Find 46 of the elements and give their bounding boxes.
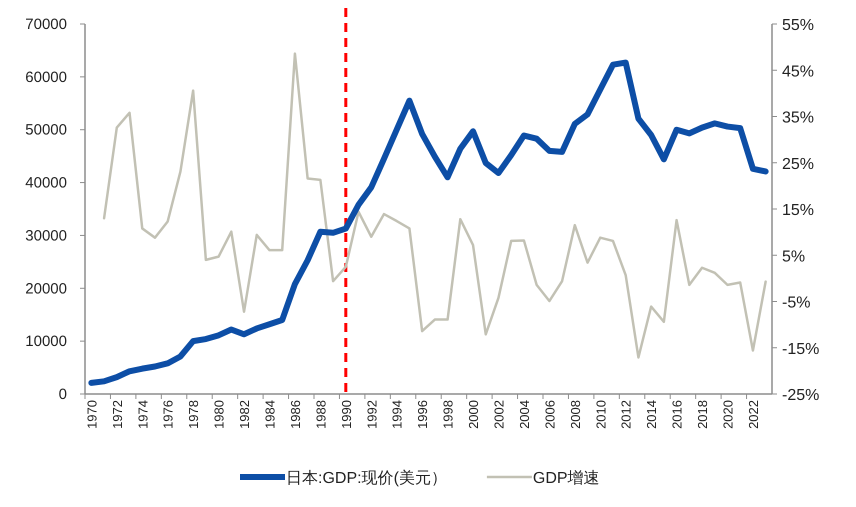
- y2-tick-label: 25%: [782, 156, 814, 173]
- x-tick-label: 1998: [440, 400, 456, 429]
- x-tick-label: 2012: [618, 400, 634, 429]
- x-tick-label: 1974: [135, 400, 150, 429]
- legend-label: GDP增速: [532, 469, 600, 487]
- y2-tick-label: -5%: [782, 294, 810, 312]
- x-tick-label: 2000: [466, 400, 482, 429]
- x-tick-label: 1980: [212, 400, 227, 429]
- y-tick-label: 70000: [25, 16, 67, 33]
- y2-tick-label: 5%: [782, 248, 806, 266]
- x-tick-label: 1992: [364, 400, 380, 429]
- x-tick-label: 1994: [390, 400, 405, 429]
- y-tick-label: 50000: [25, 122, 67, 139]
- x-tick-label: 2022: [746, 400, 761, 429]
- y2-tick-label: 55%: [782, 17, 814, 34]
- x-tick-label: 1988: [313, 400, 328, 429]
- x-tick-label: 2020: [720, 400, 736, 429]
- x-tick-label: 1978: [186, 400, 202, 429]
- x-tick-label: 1982: [237, 400, 252, 429]
- y2-tick-label: -15%: [782, 340, 820, 358]
- y2-tick-label: 35%: [782, 110, 814, 126]
- y-tick-label: 20000: [25, 280, 67, 298]
- x-tick-label: 2004: [516, 400, 532, 429]
- x-tick-label: 1996: [415, 400, 430, 429]
- x-tick-label: 2016: [670, 400, 685, 429]
- y2-tick-label: 15%: [782, 202, 814, 219]
- x-tick-label: 2010: [593, 400, 608, 429]
- y2-tick-label: 45%: [782, 63, 814, 80]
- y2-tick-label: -25%: [782, 387, 820, 404]
- y-tick-label: 10000: [25, 333, 67, 350]
- y-tick-label: 40000: [25, 174, 67, 192]
- x-tick-label: 1972: [110, 400, 125, 429]
- y-tick-label: 30000: [25, 227, 67, 244]
- x-tick-label: 1984: [262, 400, 278, 429]
- y-tick-label: 60000: [25, 68, 67, 86]
- x-tick-label: 2018: [695, 400, 710, 429]
- x-tick-label: 2008: [568, 400, 583, 429]
- x-tick-label: 1976: [160, 400, 176, 429]
- x-tick-label: 2002: [491, 400, 506, 429]
- x-tick-label: 2006: [542, 400, 558, 429]
- x-tick-label: 1986: [288, 400, 303, 429]
- x-tick-label: 1970: [84, 400, 100, 429]
- x-tick-label: 1990: [338, 400, 354, 429]
- y-tick-label: 0: [58, 386, 67, 403]
- legend-label: 日本:GDP:现价(美元）: [286, 469, 447, 487]
- x-tick-label: 2014: [644, 400, 660, 429]
